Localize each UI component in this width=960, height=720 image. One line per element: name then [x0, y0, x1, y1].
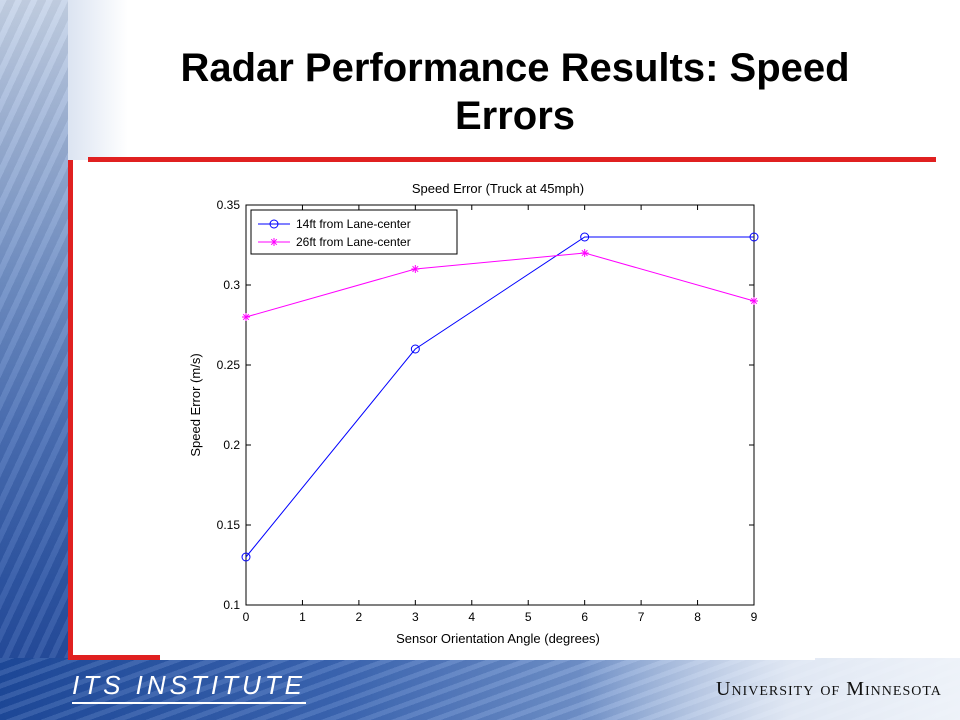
legend-box	[250, 209, 458, 255]
y-tick-label: 0.25	[217, 358, 241, 372]
x-tick-label: 7	[638, 610, 645, 624]
red-accent-bottom	[68, 655, 163, 660]
x-axis-label: Sensor Orientation Angle (degrees)	[396, 631, 600, 646]
title-underline	[88, 157, 936, 162]
x-tick-label: 2	[356, 610, 363, 624]
plot-area	[245, 204, 755, 606]
y-tick-label: 0.35	[217, 198, 241, 212]
legend-label-14ft: 14ft from Lane-center	[296, 217, 411, 231]
y-tick-label: 0.2	[223, 438, 240, 452]
x-tick-label: 8	[694, 610, 701, 624]
y-tick-label: 0.15	[217, 518, 241, 532]
data-point-26ft	[411, 265, 420, 273]
y-axis-label: Speed Error (m/s)	[188, 353, 203, 456]
legend-marker-14ft	[269, 219, 279, 229]
x-tick-label: 6	[581, 610, 588, 624]
x-axis-ticks: 0 1 2 3 4 5 6 7 8 9	[243, 205, 758, 624]
legend-marker-26ft	[270, 238, 278, 246]
x-tick-label: 9	[751, 610, 758, 624]
data-point-26ft	[242, 313, 250, 321]
chart-title: Speed Error (Truck at 45mph)	[412, 181, 584, 196]
data-point-14ft	[241, 552, 251, 562]
legend-star-glyph	[270, 238, 278, 246]
data-point-26ft	[580, 249, 589, 257]
x-tick-label: 5	[525, 610, 532, 624]
university-of-minnesota-logo: University of Minnesota	[716, 678, 942, 700]
data-point-14ft	[580, 232, 590, 242]
slide-title: Radar Performance Results: Speed Errors	[180, 46, 850, 138]
series-line-14ft	[245, 236, 754, 558]
its-institute-logo: ITS INSTITUTE	[72, 670, 306, 704]
decorative-map-band-left	[0, 0, 68, 720]
x-tick-label: 3	[412, 610, 419, 624]
decorative-corner-fade	[68, 0, 128, 160]
data-point-14ft	[749, 232, 759, 242]
y-tick-label: 0.3	[223, 278, 240, 292]
series-layer	[241, 232, 759, 562]
y-tick-label: 0.1	[223, 598, 240, 612]
series-line-26ft	[245, 252, 755, 318]
decorative-bottom-fade	[580, 658, 960, 720]
x-tick-label: 1	[299, 610, 306, 624]
data-point-26ft	[750, 297, 758, 305]
legend-label-26ft: 26ft from Lane-center	[296, 235, 411, 249]
legend: 14ft from Lane-center 26ft from Lane-cen…	[250, 209, 458, 255]
data-point-14ft	[410, 344, 420, 354]
y-axis-ticks: 0.1 0.15 0.2 0.25 0.3 0.35	[217, 198, 754, 612]
x-tick-label: 0	[243, 610, 250, 624]
x-tick-label: 4	[468, 610, 475, 624]
red-accent-vertical	[68, 160, 73, 660]
